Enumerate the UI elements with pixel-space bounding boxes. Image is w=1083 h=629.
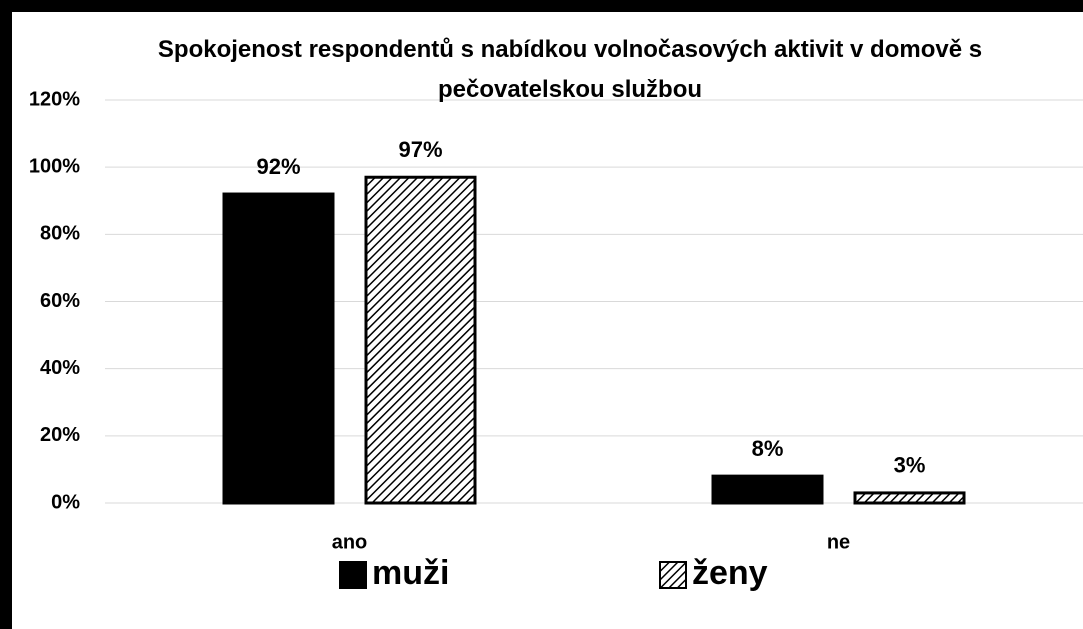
y-tick-label: 100% [29, 155, 80, 177]
legend-swatch [339, 561, 367, 589]
chart-title: Spokojenost respondentů s nabídkou volno… [157, 36, 983, 103]
y-tick-label: 60% [40, 290, 80, 312]
bar [853, 491, 966, 505]
bar [222, 192, 335, 505]
y-tick-label: 40% [40, 357, 80, 379]
y-tick-label: 120% [29, 88, 80, 110]
bar [364, 175, 477, 505]
y-tick-label: 20% [40, 424, 80, 446]
y-tick-label: 0% [51, 491, 80, 513]
data-label: 8% [752, 436, 784, 461]
data-label: 92% [256, 154, 300, 179]
bar [711, 474, 824, 505]
legend-swatch [659, 561, 687, 589]
x-tick-label: ne [827, 531, 850, 553]
y-tick-label: 80% [40, 223, 80, 245]
x-tick-label: ano [332, 531, 368, 553]
data-label: 97% [398, 137, 442, 162]
data-label: 3% [894, 453, 926, 478]
legend-label: muži [372, 554, 449, 592]
legend-label: ženy [692, 554, 768, 592]
